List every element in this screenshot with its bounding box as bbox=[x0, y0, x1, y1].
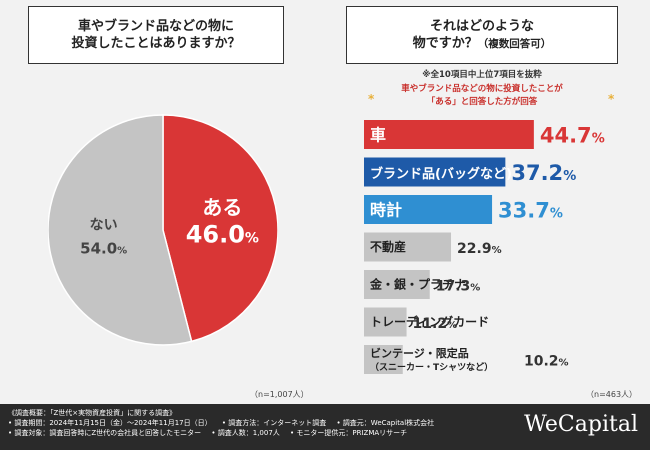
right-question-box: それはどのような 物ですか？（複数回答可） bbox=[346, 6, 618, 64]
bar-value-1: 37.2% bbox=[511, 161, 576, 185]
bar-0 bbox=[364, 120, 534, 149]
n-right: （n=463人） bbox=[586, 390, 638, 399]
bar-label-5: トレーディングカード bbox=[370, 314, 489, 329]
left-question-line2: 投資したことはありますか？ bbox=[71, 36, 241, 51]
bar-label-4: 金・銀・プラチナ bbox=[369, 277, 466, 292]
footer-line2: • 調査期間：2024年11月15日（金）〜2024年11月17日（日） • 調… bbox=[8, 418, 442, 428]
pie-label-0: ある bbox=[202, 196, 242, 220]
footer-period: • 調査期間：2024年11月15日（金）〜2024年11月17日（日） bbox=[8, 419, 212, 427]
footer-provider: • モニター提供元：PRIZMAリサーチ bbox=[290, 429, 408, 437]
footer-source: • 調査元：WeCapital株式会社 bbox=[336, 419, 435, 427]
bar-1 bbox=[364, 157, 506, 187]
pie-slice-1 bbox=[48, 114, 193, 346]
left-question-box: 車やブランド品などの物に 投資したことはありますか？ bbox=[28, 6, 284, 64]
bar-5 bbox=[364, 307, 407, 337]
bar-value-5: 11.2% bbox=[413, 316, 458, 332]
star-left: * bbox=[368, 92, 375, 106]
footer-line3: • 調査対象：調査回答時にZ世代の会社員と回答したモニター • 調査人数：1,0… bbox=[8, 428, 415, 438]
bar-label-1: ブランド品(バッグなど) bbox=[370, 166, 512, 182]
bar-3 bbox=[364, 232, 452, 262]
bar-label-3: 不動産 bbox=[370, 239, 406, 254]
right-question-line2: 物ですか？ bbox=[412, 35, 478, 51]
footer-method: • 調査方法：インターネット調査 bbox=[221, 419, 327, 427]
bar-value-4: 17.3% bbox=[436, 279, 481, 295]
bar-label-6: ビンテージ・限定品 bbox=[370, 346, 469, 360]
scope-note: ※全10項目中上位7項目を抜粋 bbox=[422, 70, 542, 80]
bar-value-2: 33.7% bbox=[498, 199, 563, 223]
bar-label-2: 時計 bbox=[370, 201, 402, 220]
bar-value-3: 22.9% bbox=[457, 241, 502, 257]
target-note-line1: 車やブランド品などの物に投資したことが bbox=[401, 84, 563, 94]
footer-target: • 調査対象：調査回答時にZ世代の会社員と回答したモニター bbox=[8, 429, 202, 437]
bar-4 bbox=[364, 270, 430, 299]
right-question-line1: それはどのような bbox=[429, 18, 534, 34]
pie-slice-0 bbox=[162, 114, 278, 343]
target-note-line2: 「ある」と回答した方が回答 bbox=[426, 97, 538, 107]
bar-label-0: 車 bbox=[370, 126, 386, 145]
bar-sublabel-6: （スニーカー・Tシャツなど） bbox=[370, 361, 493, 373]
pie-value-1: 54.0% bbox=[80, 239, 127, 257]
wecapital-logo: WeCapital bbox=[524, 412, 638, 437]
footer-count: • 調査人数：1,007人 bbox=[211, 429, 280, 437]
footer-line1: 《調査概要：「Z世代×実物資産投資」に関する調査》 bbox=[8, 409, 177, 417]
star-right: * bbox=[608, 92, 615, 106]
bar-value-6: 10.2% bbox=[524, 354, 569, 370]
pie-label-1: ない bbox=[90, 217, 118, 233]
footer: 《調査概要：「Z世代×実物資産投資」に関する調査》 • 調査期間：2024年11… bbox=[0, 404, 650, 450]
bar-value-0: 44.7% bbox=[540, 124, 605, 148]
pie-value-0: 46.0% bbox=[186, 221, 259, 249]
left-question-line1: 車やブランド品などの物に bbox=[77, 19, 234, 34]
n-left: （n=1,007人） bbox=[250, 390, 309, 399]
bar-6 bbox=[364, 345, 403, 374]
bar-2 bbox=[364, 195, 493, 224]
right-question-sub: （複数回答可） bbox=[477, 37, 552, 50]
